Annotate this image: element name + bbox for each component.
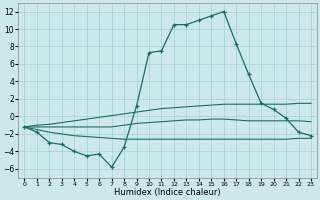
X-axis label: Humidex (Indice chaleur): Humidex (Indice chaleur) [114, 188, 221, 197]
